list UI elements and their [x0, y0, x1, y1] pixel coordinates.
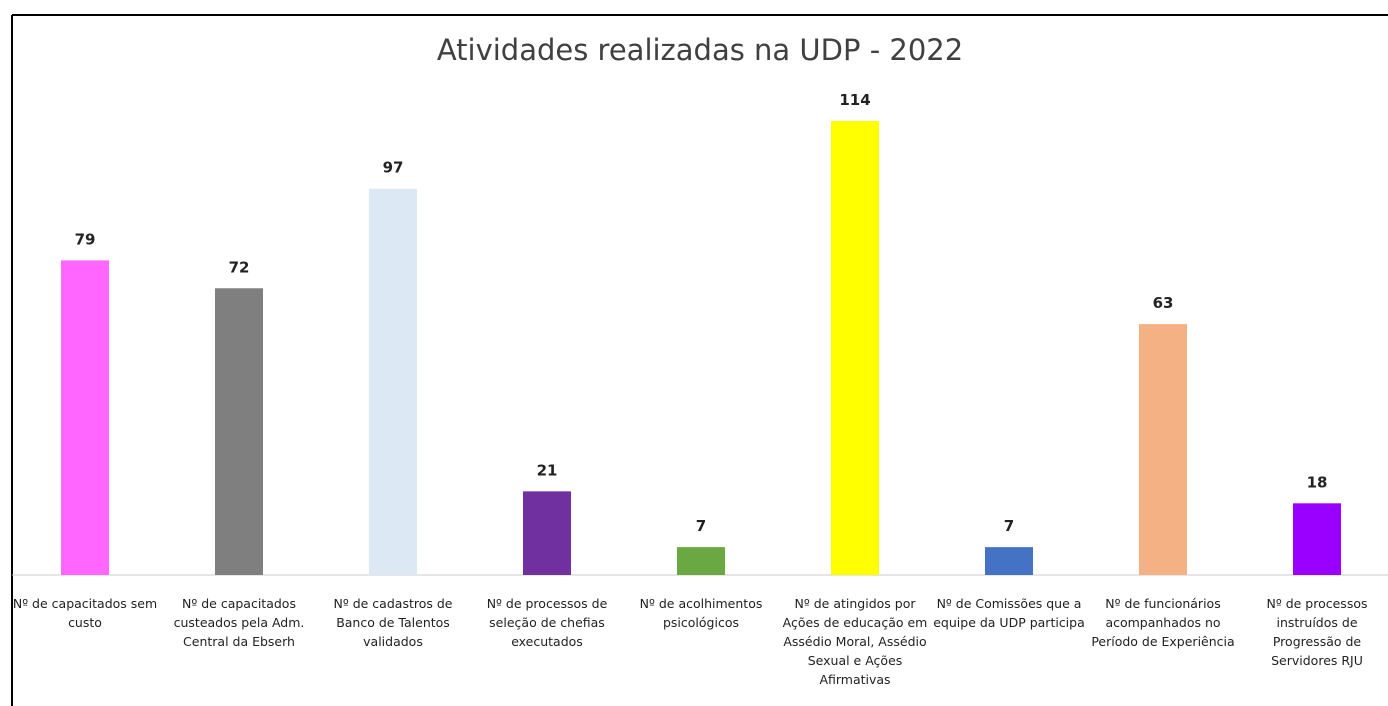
- data-label: 18: [1307, 473, 1328, 491]
- data-label: 21: [537, 461, 558, 479]
- x-tick-label: Nº de processos instruídos de Progressão…: [1266, 596, 1368, 668]
- x-tick-label: Nº de funcionários acompanhados no Perío…: [1091, 596, 1235, 649]
- x-tick-label: Nº de atingidos por Ações de educação em…: [782, 596, 928, 687]
- bar: [61, 260, 109, 575]
- chart-title: Atividades realizadas na UDP - 2022: [437, 33, 963, 67]
- x-tick-label: Nº de capacitados sem custo: [12, 596, 158, 630]
- data-label: 114: [839, 91, 870, 109]
- data-label: 97: [383, 159, 404, 177]
- x-tick-label: Nº de Comissões que a equipe da UDP part…: [933, 596, 1085, 630]
- bar: [677, 547, 725, 575]
- data-label: 63: [1153, 294, 1174, 312]
- x-tick-label: Nº de acolhimentos psicológicos: [639, 596, 763, 630]
- x-tick-label: Nº de capacitados custeados pela Adm. Ce…: [173, 596, 305, 649]
- bar: [1139, 324, 1187, 575]
- bar: [369, 188, 417, 575]
- x-tick-label: Nº de processos de seleção de chefias ex…: [486, 596, 608, 649]
- data-label: 7: [696, 517, 706, 535]
- bar: [215, 288, 263, 575]
- x-tick-label: Nº de cadastros de Banco de Talentos val…: [333, 596, 453, 649]
- bar: [831, 121, 879, 575]
- bar: [523, 491, 571, 575]
- data-label: 79: [75, 230, 96, 248]
- bar: [985, 547, 1033, 575]
- data-label: 7: [1004, 517, 1014, 535]
- data-label: 72: [229, 258, 250, 276]
- bar: [1293, 503, 1341, 575]
